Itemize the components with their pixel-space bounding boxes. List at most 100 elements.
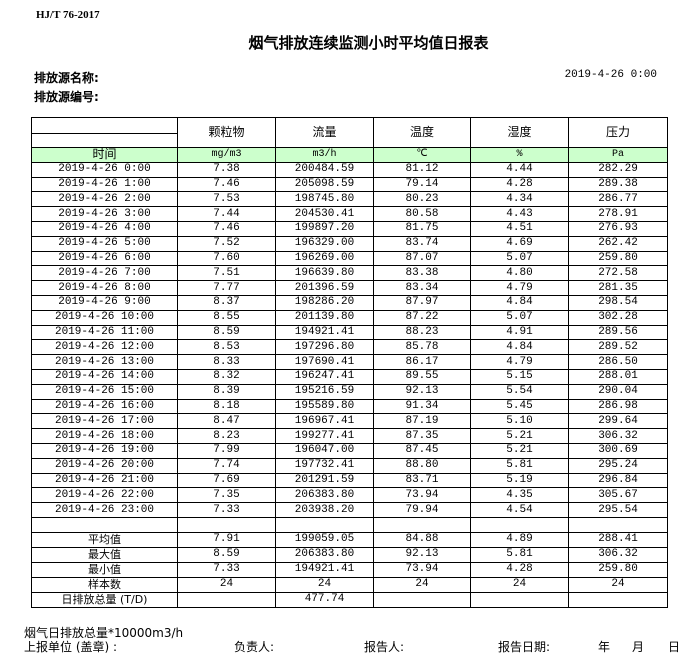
value-cell: 259.80 <box>568 250 668 267</box>
value-cell: 5.21 <box>470 428 569 444</box>
value-cell: 286.77 <box>568 191 668 208</box>
value-cell <box>275 516 374 533</box>
value-cell: 88.80 <box>373 457 471 474</box>
value-cell: 5.81 <box>470 457 569 474</box>
value-cell: 7.77 <box>177 280 276 296</box>
day-label: 日 <box>668 640 681 654</box>
value-cell: 84.88 <box>373 531 471 548</box>
value-cell: 196329.00 <box>275 235 374 252</box>
value-cell: 305.67 <box>568 487 668 504</box>
time-cell: 2019-4-26 12:00 <box>31 339 178 356</box>
value-cell: 8.33 <box>177 354 276 370</box>
value-cell: 80.23 <box>373 191 471 208</box>
value-cell: 79.14 <box>373 176 471 193</box>
value-cell: 198286.20 <box>275 294 374 311</box>
value-cell: 194921.41 <box>275 324 374 341</box>
value-cell: 92.13 <box>373 546 471 563</box>
value-cell: 7.35 <box>177 487 276 504</box>
data-row: 2019-4-26 15:00 8.39 195216.59 92.13 5.54 290… <box>31 383 668 400</box>
data-row: 2019-4-26 14:00 8.32 196247.41 89.55 5.15 288… <box>31 368 668 385</box>
value-cell <box>177 591 276 608</box>
col-pressure: 压力 <box>568 117 668 148</box>
data-row: 2019-4-26 16:00 8.18 195589.80 91.34 5.45 286… <box>31 398 668 415</box>
value-cell: 5.07 <box>470 250 569 267</box>
value-cell: 80.58 <box>373 206 471 222</box>
time-cell: 2019-4-26 23:00 <box>31 502 178 518</box>
value-cell: 5.19 <box>470 472 569 489</box>
value-cell: 88.23 <box>373 324 471 341</box>
value-cell: 205098.59 <box>275 176 374 193</box>
unit: m3/h <box>275 147 374 163</box>
value-cell <box>470 591 569 608</box>
value-cell: 5.54 <box>470 383 569 400</box>
data-row: 2019-4-26 13:00 8.33 197690.41 86.17 4.79 286… <box>31 354 668 370</box>
value-cell: 7.38 <box>177 161 276 178</box>
data-row: 2019-4-26 18:00 8.23 199277.41 87.35 5.21 306… <box>31 428 668 444</box>
time-cell: 2019-4-26 0:00 <box>31 161 178 178</box>
value-cell: 194921.41 <box>275 561 374 578</box>
data-row: 2019-4-26 21:00 7.69 201291.59 83.71 5.19 296… <box>31 472 668 489</box>
value-cell: 195589.80 <box>275 398 374 415</box>
col-temperature: 温度 <box>373 117 471 148</box>
time-cell: 2019-4-26 16:00 <box>31 398 178 415</box>
data-row: 2019-4-26 4:00 7.46 199897.20 81.75 4.51 276.… <box>31 220 668 237</box>
value-cell: 200484.59 <box>275 161 374 178</box>
value-cell: 8.47 <box>177 413 276 430</box>
time-cell: 2019-4-26 19:00 <box>31 442 178 459</box>
value-cell: 8.37 <box>177 294 276 311</box>
summary-row: 最小值 7.33 194921.41 73.94 4.28 259.80 <box>31 561 668 578</box>
value-cell: 7.69 <box>177 472 276 489</box>
value-cell <box>373 516 471 533</box>
value-cell: 4.89 <box>470 531 569 548</box>
time-cell: 2019-4-26 18:00 <box>31 428 178 444</box>
year-label: 年 <box>598 640 611 654</box>
value-cell <box>373 591 471 608</box>
value-cell: 288.41 <box>568 531 668 548</box>
summary-label: 平均值 <box>31 531 178 548</box>
value-cell: 7.33 <box>177 502 276 518</box>
value-cell: 196639.80 <box>275 265 374 282</box>
month-label: 月 <box>632 640 645 654</box>
value-cell: 87.22 <box>373 309 471 326</box>
blank-row <box>31 516 668 533</box>
value-cell: 196047.00 <box>275 442 374 459</box>
time-cell: 2019-4-26 4:00 <box>31 220 178 237</box>
value-cell: 87.45 <box>373 442 471 459</box>
summary-row: 平均值 7.91 199059.05 84.88 4.89 288.41 <box>31 531 668 548</box>
data-row: 2019-4-26 17:00 8.47 196967.41 87.19 5.10 299… <box>31 413 668 430</box>
value-cell: 8.39 <box>177 383 276 400</box>
value-cell: 289.52 <box>568 339 668 356</box>
value-cell: 197296.80 <box>275 339 374 356</box>
responsible-label: 负责人: <box>234 640 275 654</box>
value-cell: 289.38 <box>568 176 668 193</box>
value-cell: 4.43 <box>470 206 569 222</box>
value-cell: 79.94 <box>373 502 471 518</box>
unit: ℃ <box>373 147 471 163</box>
value-cell: 7.53 <box>177 191 276 208</box>
footer-note: 烟气日排放总量*10000m3/h <box>24 626 184 640</box>
value-cell: 7.99 <box>177 442 276 459</box>
value-cell: 83.74 <box>373 235 471 252</box>
value-cell: 206383.80 <box>275 487 374 504</box>
data-row: 2019-4-26 9:00 8.37 198286.20 87.97 4.84 298.… <box>31 294 668 311</box>
value-cell: 204530.41 <box>275 206 374 222</box>
value-cell: 201139.80 <box>275 309 374 326</box>
value-cell: 7.60 <box>177 250 276 267</box>
time-cell: 2019-4-26 7:00 <box>31 265 178 282</box>
value-cell: 86.17 <box>373 354 471 370</box>
value-cell: 4.28 <box>470 561 569 578</box>
value-cell: 4.79 <box>470 354 569 370</box>
value-cell: 7.33 <box>177 561 276 578</box>
value-cell: 201396.59 <box>275 280 374 296</box>
value-cell: 24 <box>177 576 276 593</box>
value-cell: 196247.41 <box>275 368 374 385</box>
value-cell: 4.79 <box>470 280 569 296</box>
value-cell: 5.21 <box>470 442 569 459</box>
col-humidity: 湿度 <box>470 117 569 148</box>
header-corner <box>31 117 178 148</box>
value-cell: 306.32 <box>568 546 668 563</box>
value-cell: 199277.41 <box>275 428 374 444</box>
value-cell: 4.51 <box>470 220 569 237</box>
value-cell: 198745.80 <box>275 191 374 208</box>
value-cell: 8.23 <box>177 428 276 444</box>
